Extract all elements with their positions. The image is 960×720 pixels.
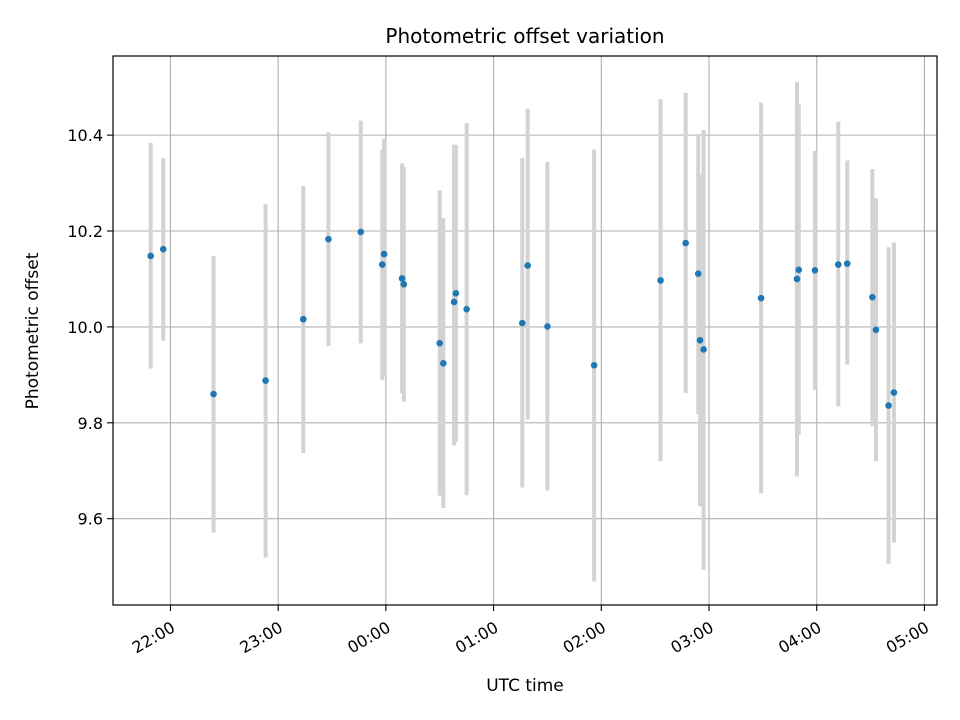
data-point [519, 319, 526, 327]
y-tick-label: 10.0 [67, 318, 103, 337]
data-point [210, 390, 217, 398]
data-point [357, 228, 365, 236]
data-point [440, 360, 447, 367]
data-point [700, 346, 707, 353]
data-point [380, 250, 388, 258]
data-point [811, 267, 819, 274]
data-points [147, 228, 898, 409]
data-point [694, 270, 702, 277]
data-point [452, 290, 460, 297]
data-point [872, 326, 880, 334]
data-point [757, 294, 765, 302]
data-point [696, 337, 704, 344]
data-point [885, 402, 892, 409]
y-tick-label: 9.6 [78, 510, 103, 529]
data-point [544, 323, 551, 330]
y-tick-label: 10.2 [67, 222, 103, 241]
data-point [657, 277, 664, 284]
data-point [682, 239, 689, 247]
data-point [463, 305, 470, 313]
data-point [378, 261, 386, 268]
plot-frame [112, 55, 938, 606]
data-point [843, 260, 851, 267]
y-axis-label: Photometric offset [23, 252, 43, 409]
y-axis-ticks: 9.6 9.8 10.0 10.2 10.4 [67, 126, 113, 529]
data-point [400, 280, 408, 288]
data-point [262, 377, 269, 384]
x-axis-label: UTC time [486, 676, 564, 696]
y-tick-label: 9.8 [78, 414, 103, 433]
data-point [436, 339, 444, 347]
data-point [834, 261, 842, 268]
data-point [398, 275, 406, 282]
chart-title: Photometric offset variation [385, 24, 664, 48]
data-point [299, 315, 307, 323]
data-point [159, 245, 167, 253]
y-tick-label: 10.4 [67, 126, 103, 145]
data-point [524, 262, 531, 269]
data-point [793, 275, 801, 283]
data-point [869, 293, 876, 301]
data-point [147, 252, 154, 260]
data-point [325, 235, 332, 243]
data-point [890, 389, 898, 396]
data-point [795, 266, 803, 274]
data-point [450, 298, 458, 306]
data-point [590, 361, 598, 369]
